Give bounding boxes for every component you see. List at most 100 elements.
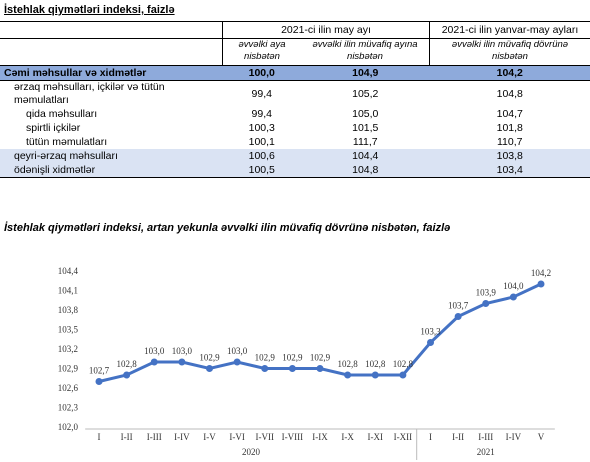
marker <box>509 293 517 301</box>
data-label: 103,7 <box>448 301 469 311</box>
marker <box>123 371 131 379</box>
y-tick-label: 103,2 <box>58 344 78 354</box>
data-label: 102,7 <box>89 366 110 376</box>
data-label: 104,0 <box>503 281 524 291</box>
row-label: spirtli içkilər <box>26 121 81 134</box>
y-tick-label: 102,6 <box>58 383 79 393</box>
title: İstehlak qiymətləri indeksi, faizlə <box>4 4 175 16</box>
header-row: 2021-ci ilin may ayı 2021-ci ilin yanvar-… <box>0 21 590 39</box>
x-tick-label: I-VI <box>229 432 245 442</box>
cell-value: 101,8 <box>496 121 523 134</box>
cell-value: 105,0 <box>352 107 379 120</box>
marker <box>261 365 269 372</box>
data-label: 102,8 <box>393 359 414 369</box>
row-label: qeyri-ərzaq məhsulları <box>0 149 223 163</box>
cell-value: 104,4 <box>301 149 430 163</box>
data-label: 104,2 <box>531 268 551 278</box>
table-row: Cəmi məhsullar və xidmətlər 100,0 104,9 104… <box>0 65 590 81</box>
cell-value: 104,8 <box>301 163 430 178</box>
cell-value: 111,7 <box>352 135 378 148</box>
table-row: spirtli içkilər 100,3 101,5 101,8 <box>0 121 590 135</box>
x-tick-label: I-VII <box>256 432 275 442</box>
cell-value: 103,4 <box>429 163 590 178</box>
x-tick-label: I-XI <box>368 432 384 442</box>
cell-value: 99,4 <box>251 107 272 120</box>
table-row: tütün məmulatları 100,1 111,7 110,7 <box>0 135 590 149</box>
x-tick-label: I-IV <box>506 432 522 442</box>
y-tick-label: 104,1 <box>58 286 78 296</box>
x-tick-label: I-III <box>147 432 162 442</box>
y-tick-label: 104,4 <box>58 266 79 276</box>
cell-value: 99,4 <box>251 87 272 100</box>
subheader: əvvəlki ilin müvafiq dövrünə nisbətən <box>429 38 590 66</box>
marker <box>344 371 352 379</box>
marker <box>427 339 434 346</box>
row-label: ödənişli xidmətlər <box>0 163 223 178</box>
data-label: 103,0 <box>172 346 193 356</box>
x-tick-label: I-IV <box>174 432 190 442</box>
subheader-row: əvvəlki aya nisbətən əvvəlki ilin müvafiq… <box>0 38 590 66</box>
data-label: 102,8 <box>338 359 359 369</box>
cell-value: 103,8 <box>429 149 590 163</box>
header: 2021-ci ilin yanvar-may ayları <box>429 21 590 39</box>
marker <box>288 365 296 372</box>
data-label: 102,9 <box>199 353 220 363</box>
cell-value: 101,5 <box>352 121 379 134</box>
marker <box>454 313 462 320</box>
data-label: 102,8 <box>117 359 138 369</box>
marker <box>316 365 324 372</box>
subheader: əvvəlki aya nisbətən <box>222 38 301 66</box>
x-tick-label: I-X <box>341 432 354 442</box>
x-group-label: 2020 <box>242 447 261 457</box>
x-group-label: 2021 <box>477 447 495 457</box>
row-label: Cəmi məhsullar və xidmətlər <box>0 65 223 81</box>
cell-value: 104,8 <box>496 87 523 100</box>
cell-value: 100,1 <box>248 135 275 148</box>
marker <box>233 358 241 366</box>
table-row: ərzaq məhsulları, içkilər və tütün məmul… <box>0 81 590 108</box>
y-tick-label: 102,0 <box>58 422 79 432</box>
y-tick-label: 103,5 <box>58 325 79 335</box>
data-label: 102,8 <box>365 359 386 369</box>
chart-title: İstehlak qiymətləri indeksi, artan yekun… <box>4 222 451 234</box>
x-tick-label: I-II <box>121 432 133 442</box>
marker <box>95 378 103 385</box>
x-tick-label: I-VIII <box>282 432 304 442</box>
table-row: ödənişli xidmətlər 100,5 104,8 103,4 <box>0 163 590 178</box>
cell-value: 104,7 <box>496 107 523 120</box>
cell-value: 100,6 <box>222 149 301 163</box>
x-tick-label: I <box>98 432 101 442</box>
y-tick-label: 102,3 <box>58 403 79 413</box>
x-tick-label: I-III <box>478 432 493 442</box>
data-label: 103,0 <box>144 346 165 356</box>
x-tick-label: I-IX <box>312 432 328 442</box>
marker <box>206 365 213 372</box>
data-label: 103,3 <box>420 327 441 337</box>
marker <box>150 358 158 366</box>
marker <box>399 371 407 379</box>
cell-value: 105,2 <box>352 87 379 100</box>
row-label: ərzaq məhsulları, içkilər və tütün məmul… <box>14 81 165 106</box>
cell-value: 104,2 <box>429 65 590 81</box>
row-label: qida məhsulları <box>26 107 98 120</box>
header: 2021-ci ilin may ayı <box>222 21 430 39</box>
x-tick-label: I-II <box>452 432 464 442</box>
data-label: 103,9 <box>476 288 497 298</box>
x-tick-label: I <box>429 432 432 442</box>
cell-value: 100,0 <box>222 65 301 81</box>
marker <box>371 371 379 379</box>
table: 2021-ci ilin may ayı 2021-ci ilin yanvar-… <box>0 21 590 178</box>
data-label: 102,9 <box>255 353 276 363</box>
marker <box>482 300 490 307</box>
cell-value: 100,3 <box>248 121 275 134</box>
marker <box>537 280 545 288</box>
cell-value: 110,7 <box>497 135 523 148</box>
table-row: qeyri-ərzaq məhsulları 100,6 104,4 103,8 <box>0 149 590 163</box>
row-label: tütün məmulatları <box>26 135 108 148</box>
table-row: qida məhsulları 99,4 105,0 104,7 <box>0 107 590 121</box>
data-label: 102,9 <box>282 353 303 363</box>
x-tick-label: I-XII <box>394 432 413 442</box>
subheader: əvvəlki ilin müvafiq ayına nisbətən <box>301 38 430 66</box>
